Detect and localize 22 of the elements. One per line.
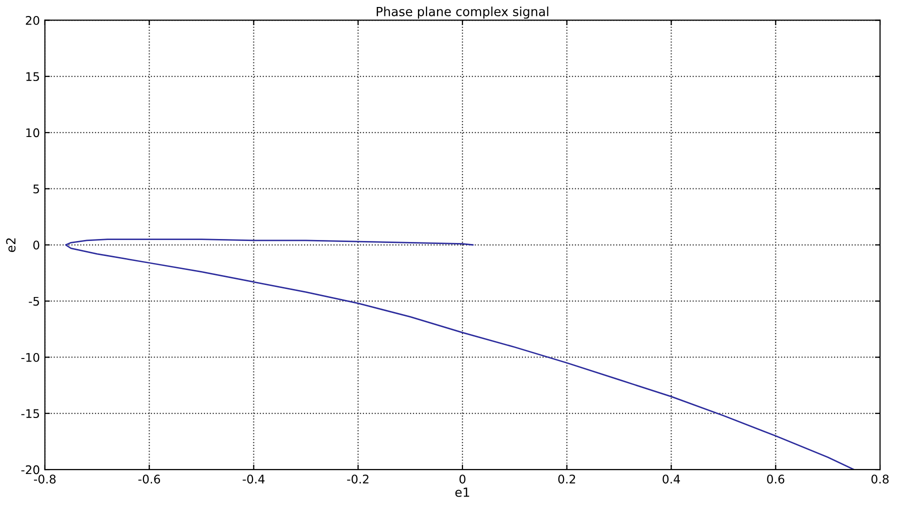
x-tick-label: -0.2 — [347, 474, 368, 484]
y-tick-label: 5 — [33, 184, 40, 194]
x-tick-label: 0 — [459, 474, 466, 484]
y-tick-label: -5 — [28, 296, 40, 306]
chart-title: Phase plane complex signal — [376, 6, 548, 19]
x-axis-title: e1 — [455, 488, 470, 497]
y-tick-label: 15 — [26, 72, 40, 82]
x-tick-label: 0.8 — [871, 474, 889, 484]
y-tick-label: 20 — [26, 16, 40, 25]
x-tick-label: -0.4 — [242, 474, 265, 484]
x-tick-label: 0.2 — [558, 474, 576, 484]
y-axis-title: e2 — [6, 238, 16, 252]
line-series — [65, 238, 855, 470]
x-tick-label: -0.6 — [138, 474, 160, 484]
x-tick-label: -0.8 — [34, 474, 56, 484]
y-tick-label: -10 — [21, 352, 40, 362]
y-tick-label: -15 — [21, 409, 40, 418]
y-tick-label: -20 — [21, 465, 40, 474]
y-tick-label: 0 — [33, 240, 40, 250]
x-tick-label: 0.4 — [662, 474, 680, 484]
x-tick-label: 0.6 — [767, 474, 784, 484]
y-tick-label: 10 — [26, 128, 40, 138]
